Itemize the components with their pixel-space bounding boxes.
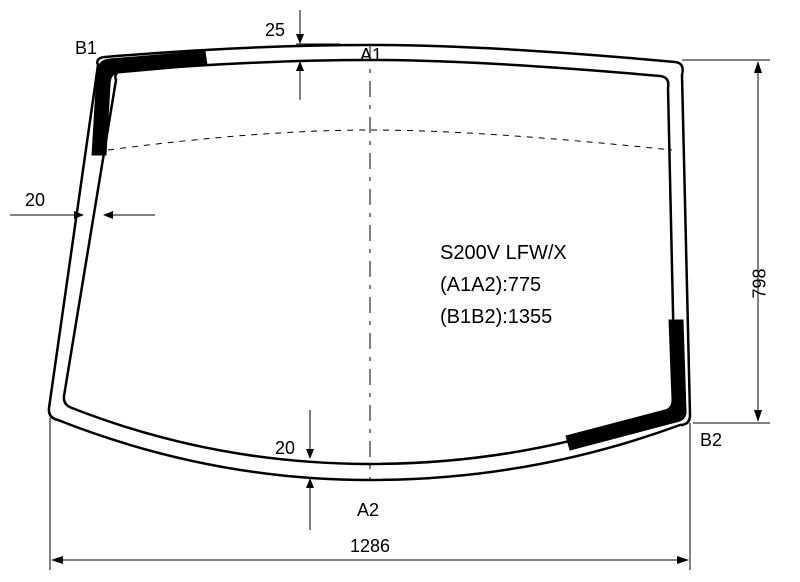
- windshield-diagram: [0, 0, 800, 582]
- dim-798-group: [754, 61, 762, 422]
- inner-outline: [64, 60, 675, 464]
- dim-20-left-group: [10, 211, 155, 219]
- shade-band-line: [108, 130, 672, 150]
- dim-20-bottom-group: [306, 410, 314, 530]
- label-b2: B2: [700, 430, 722, 451]
- dim-20-bottom: 20: [275, 438, 295, 459]
- dim-20-left: 20: [25, 190, 45, 211]
- dim-25: 25: [265, 20, 285, 41]
- info-model: S200V LFW/X: [440, 237, 567, 269]
- dim-25-group: [296, 10, 340, 100]
- frit-band-b1: [92, 51, 207, 155]
- label-a2: A2: [357, 500, 379, 521]
- label-a1: A1: [360, 45, 382, 66]
- outer-outline: [49, 45, 690, 480]
- info-b1b2: (B1B2):1355: [440, 301, 567, 333]
- info-a1a2: (A1A2):775: [440, 269, 567, 301]
- dim-798: 798: [750, 268, 771, 298]
- label-b1: B1: [75, 38, 97, 59]
- dim-1286-group: [51, 556, 689, 564]
- dim-1286: 1286: [350, 536, 390, 557]
- info-block: S200V LFW/X (A1A2):775 (B1B2):1355: [440, 237, 567, 333]
